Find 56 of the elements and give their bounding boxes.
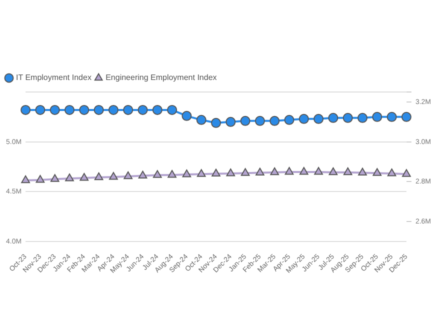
point bbox=[153, 170, 162, 178]
point bbox=[298, 114, 309, 124]
point bbox=[357, 112, 368, 123]
point bbox=[402, 169, 411, 177]
point bbox=[108, 104, 118, 115]
point bbox=[328, 112, 338, 123]
point bbox=[226, 168, 236, 176]
point bbox=[64, 104, 75, 115]
point bbox=[387, 168, 396, 176]
point bbox=[79, 104, 90, 115]
point bbox=[196, 114, 206, 125]
point bbox=[314, 114, 324, 124]
point bbox=[270, 167, 279, 176]
point bbox=[300, 166, 308, 175]
point bbox=[254, 116, 265, 126]
point bbox=[343, 167, 352, 176]
point bbox=[138, 170, 148, 178]
point bbox=[358, 168, 367, 176]
point bbox=[284, 166, 294, 175]
point bbox=[372, 168, 382, 176]
point bbox=[240, 168, 250, 176]
legend-label: IT Employment Index bbox=[16, 73, 92, 82]
point bbox=[109, 172, 118, 180]
point bbox=[342, 112, 353, 123]
point bbox=[182, 110, 192, 121]
point bbox=[21, 175, 30, 184]
point bbox=[270, 116, 280, 126]
point bbox=[36, 174, 45, 183]
point bbox=[152, 104, 162, 115]
point bbox=[20, 104, 31, 115]
point bbox=[50, 174, 60, 182]
point bbox=[196, 169, 206, 177]
point bbox=[226, 116, 236, 127]
point bbox=[94, 104, 104, 115]
point bbox=[138, 104, 148, 115]
point bbox=[401, 112, 412, 122]
point bbox=[50, 104, 60, 115]
legend-label: Engineering Employment Index bbox=[106, 73, 217, 82]
point bbox=[182, 170, 192, 178]
point bbox=[65, 174, 74, 182]
point bbox=[256, 168, 264, 176]
point bbox=[314, 166, 323, 175]
point bbox=[240, 116, 250, 126]
point bbox=[80, 172, 89, 181]
point bbox=[211, 118, 221, 128]
point bbox=[328, 167, 338, 176]
point bbox=[35, 104, 46, 115]
point bbox=[386, 112, 397, 122]
point bbox=[167, 104, 178, 115]
point bbox=[212, 168, 220, 177]
point bbox=[372, 112, 382, 122]
point bbox=[168, 170, 176, 178]
point bbox=[94, 172, 104, 180]
point bbox=[123, 104, 134, 115]
point bbox=[124, 171, 133, 180]
point bbox=[284, 114, 294, 125]
